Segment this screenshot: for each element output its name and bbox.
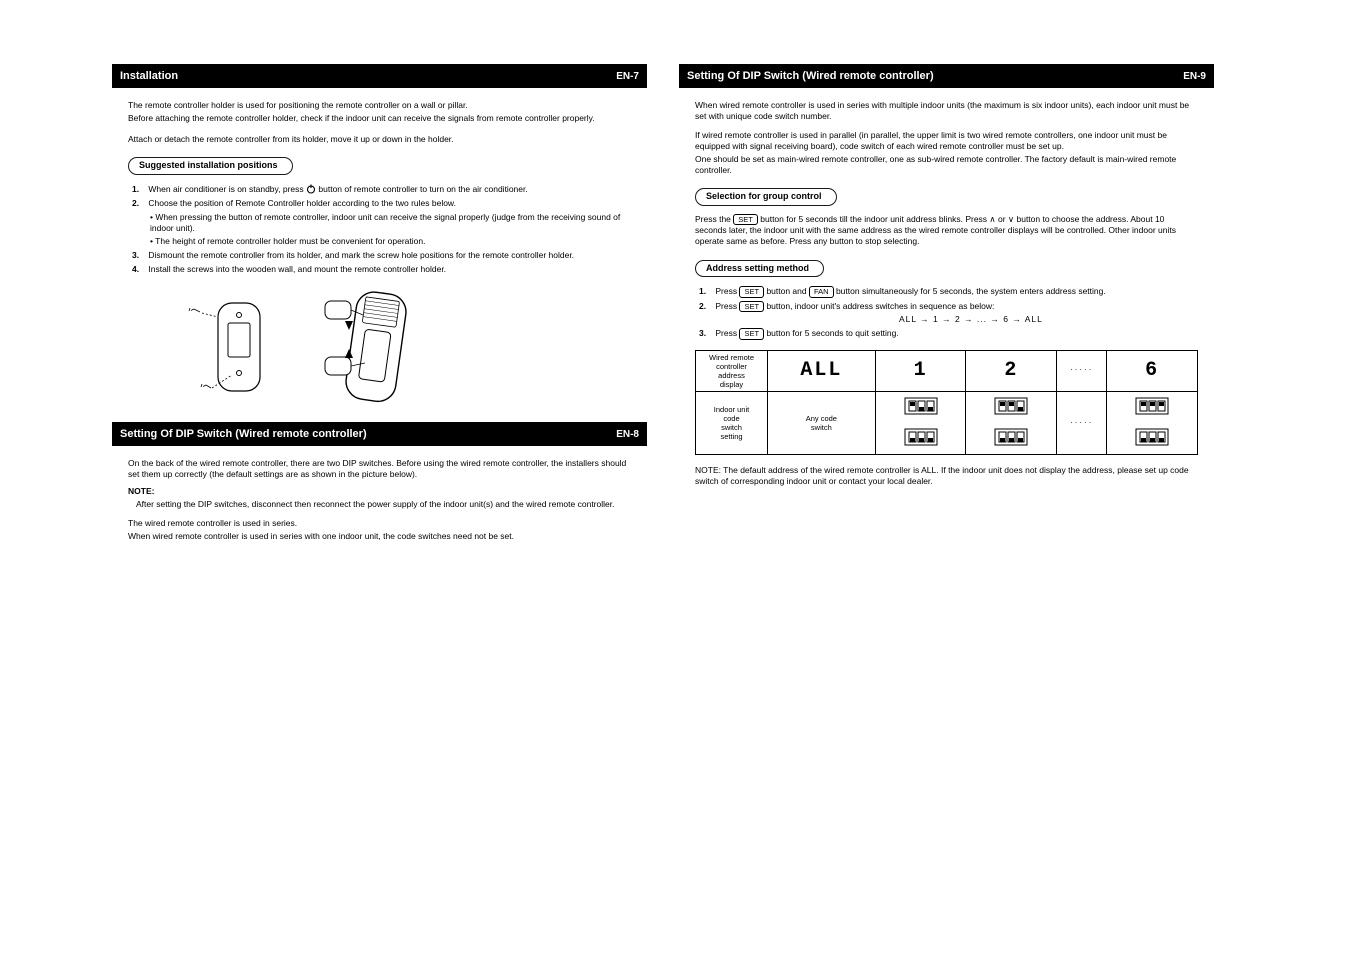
set-btn: SET [739,286,764,297]
left-header-bar-2: Setting Of DIP Switch (Wired remote cont… [112,422,647,446]
set-btn-3: SET [739,328,764,339]
left-header2-title: Setting Of DIP Switch (Wired remote cont… [120,428,367,440]
col-2: 2 [966,350,1057,391]
power-icon [306,184,316,194]
right-header-title: Setting Of DIP Switch (Wired remote cont… [687,70,934,82]
set-button-label: SET [733,214,758,225]
row2-any: Any codeswitch [768,391,876,455]
addr-sequence: ALL → 1 → 2 → ... → 6 → ALL [699,314,1198,325]
address-table: Wired remotecontrolleraddressdisplay ALL… [695,350,1198,456]
dip-para-3: When wired remote controller is used in … [128,531,631,542]
left-header-title: Installation [120,70,178,82]
rule-b: • The height of remote controller holder… [150,236,631,247]
dip-cell-1 [875,391,966,455]
address-steps: 1. Press SET button and FAN button simul… [699,286,1198,339]
right-page: Setting Of DIP Switch (Wired remote cont… [679,64,1214,859]
left-header-bar: Installation EN-7 [112,64,647,88]
remote-in-holder-diagram [323,285,433,410]
step-3: 3. Dismount the remote controller from i… [132,250,631,261]
figures [188,285,631,410]
pill-address-setting: Address setting method [695,260,824,278]
left-attach-caption: Attach or detach the remote controller f… [128,134,631,145]
dip-para-0: On the back of the wired remote controll… [128,458,631,480]
dip-cell-2 [966,391,1057,455]
right-page-num: EN-9 [1183,71,1206,82]
left-intro-1: Before attaching the remote controller h… [128,113,631,124]
set-btn-2: SET [739,301,764,312]
step-4: 4. Install the screws into the wooden wa… [132,264,631,275]
right-header-bar: Setting Of DIP Switch (Wired remote cont… [679,64,1214,88]
dip-para-1: After setting the DIP switches, disconne… [136,499,631,510]
addr-step-1: 1. Press SET button and FAN button simul… [699,286,1198,297]
pill-install-positions: Suggested installation positions [128,157,293,175]
dip-note: NOTE: After setting the DIP switches, di… [128,486,631,510]
holder-diagram [188,293,283,403]
right-intro: When wired remote controller is used in … [695,100,1198,122]
left-content: The remote controller holder is used for… [112,88,647,418]
bottom-note: NOTE: The default address of the wired r… [695,465,1198,487]
dip-icon [904,397,938,418]
left-steps: 1. When air conditioner is on standby, p… [132,184,631,275]
group-control-text: Press the SET button for 5 seconds till … [695,214,1198,248]
dip-cell-dots: ····· [1057,391,1107,455]
col-1: 1 [875,350,966,391]
addr-step-2: 2. Press SET button, indoor unit's addre… [699,301,1198,325]
pill-group-control: Selection for group control [695,188,837,206]
left-page: Installation EN-7 The remote controller … [112,64,647,859]
col-dots: ····· [1057,350,1107,391]
right-content: When wired remote controller is used in … [679,88,1214,491]
row1-label: Wired remotecontrolleraddressdisplay [696,350,768,391]
left-page-num: EN-7 [616,71,639,82]
left-content-2: On the back of the wired remote controll… [112,446,647,548]
step-1: 1. When air conditioner is on standby, p… [132,184,631,195]
left-page-num-2: EN-8 [616,429,639,440]
left-intro-0: The remote controller holder is used for… [128,100,631,111]
dip-para-2: The wired remote controller is used in s… [128,518,631,529]
row2-label: Indoor unitcodeswitchsetting [696,391,768,455]
col-6: 6 [1107,350,1198,391]
rule-a: • When pressing the button of remote con… [150,212,631,234]
right-para2-1: One should be set as main-wired remote c… [695,154,1198,176]
col-all: ALL [768,350,876,391]
dip-cell-6 [1107,391,1198,455]
right-para2-0: If wired remote controller is used in pa… [695,130,1198,152]
dip-icon [904,428,938,449]
step-2: 2. Choose the position of Remote Control… [132,198,631,247]
fan-btn: FAN [809,286,834,297]
addr-step-3: 3. Press SET button for 5 seconds to qui… [699,328,1198,339]
